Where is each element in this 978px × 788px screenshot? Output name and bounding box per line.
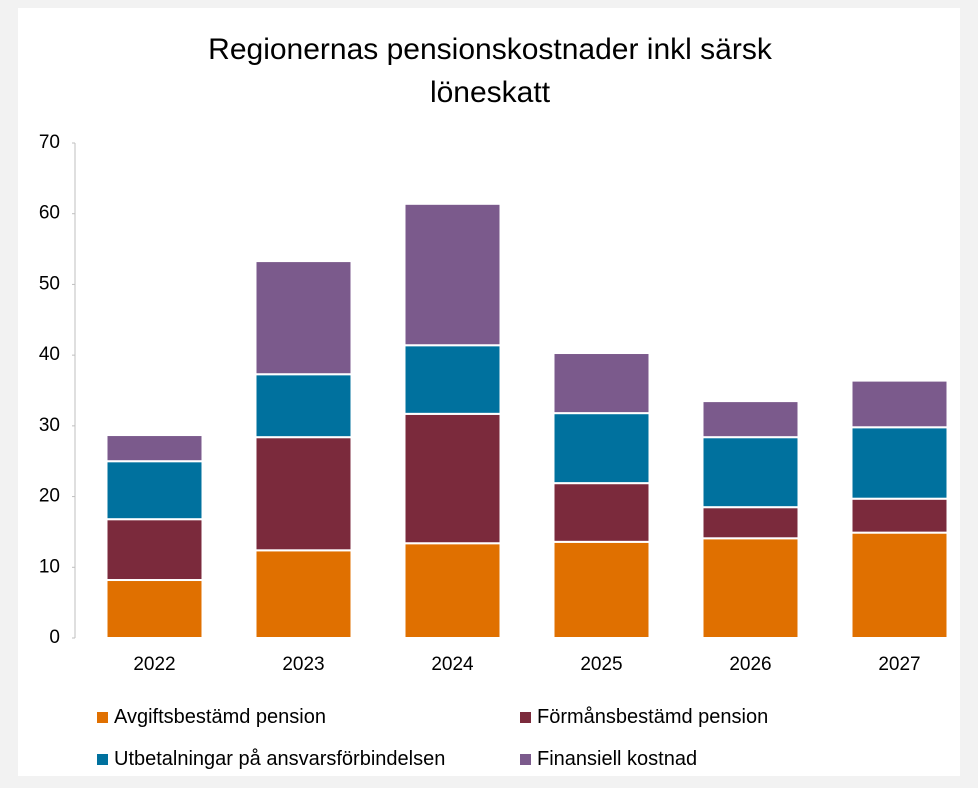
legend-item: Finansiell kostnad bbox=[520, 748, 697, 771]
legend-label: Avgiftsbestämd pension bbox=[114, 706, 326, 728]
x-tick-label: 2027 bbox=[878, 654, 920, 675]
y-tick-label: 0 bbox=[49, 627, 60, 648]
y-tick-label: 20 bbox=[39, 486, 60, 507]
bar-segment bbox=[254, 260, 353, 376]
bar-segment bbox=[701, 400, 800, 439]
x-tick-label: 2022 bbox=[133, 654, 175, 675]
bar-segment bbox=[552, 482, 651, 543]
y-tick-label: 10 bbox=[39, 556, 60, 577]
legend-label: Förmånsbestämd pension bbox=[537, 706, 769, 728]
bar-segment bbox=[552, 352, 651, 415]
chart-title: Regionernas pensionskostnader inkl särsk… bbox=[208, 33, 772, 109]
bar-segment bbox=[403, 344, 502, 415]
bar-segment bbox=[701, 436, 800, 509]
legend-swatch bbox=[520, 712, 531, 723]
bar-segment bbox=[254, 373, 353, 439]
legend-item: Förmånsbestämd pension bbox=[520, 706, 768, 729]
legend-swatch bbox=[97, 754, 108, 765]
legend-swatch bbox=[520, 754, 531, 765]
bar-segment bbox=[552, 540, 651, 639]
bar-segment bbox=[105, 518, 204, 582]
legend-item: Utbetalningar på ansvarsförbindelsen bbox=[97, 748, 445, 771]
y-tick-label: 70 bbox=[39, 132, 60, 153]
legend-label: Finansiell kostnad bbox=[537, 748, 698, 770]
y-tick-label: 30 bbox=[39, 415, 60, 436]
y-tick-label: 60 bbox=[39, 203, 60, 224]
legend-swatch bbox=[97, 712, 108, 723]
x-tick-label: 2024 bbox=[431, 654, 474, 675]
bar-segment bbox=[105, 460, 204, 521]
x-tick-label: 2025 bbox=[580, 654, 622, 675]
bar-segment bbox=[403, 412, 502, 545]
legend-label: Utbetalningar på ansvarsförbindelsen bbox=[114, 748, 446, 770]
bar-segment bbox=[105, 434, 204, 463]
bar-segment bbox=[701, 506, 800, 540]
bar-segment bbox=[403, 542, 502, 639]
bar-segment bbox=[850, 531, 949, 640]
y-tick-label: 50 bbox=[39, 273, 60, 294]
bar-segment bbox=[850, 379, 949, 429]
x-tick-label: 2023 bbox=[282, 654, 324, 675]
bar-segment bbox=[105, 579, 204, 639]
x-tick-label: 2026 bbox=[729, 654, 771, 675]
legend-item: Avgiftsbestämd pension bbox=[97, 706, 326, 729]
bar-segment bbox=[552, 412, 651, 485]
bar-segment bbox=[403, 202, 502, 347]
bar-segment bbox=[850, 497, 949, 534]
bar-segment bbox=[701, 537, 800, 639]
bar-segment bbox=[254, 549, 353, 639]
bar-segment bbox=[850, 426, 949, 500]
y-tick-label: 40 bbox=[39, 344, 60, 365]
bar-segment bbox=[254, 436, 353, 552]
